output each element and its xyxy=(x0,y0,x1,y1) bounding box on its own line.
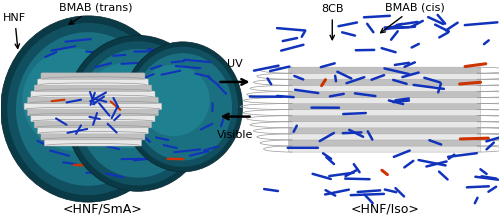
Text: Visible: Visible xyxy=(217,129,253,140)
Ellipse shape xyxy=(138,65,210,136)
Ellipse shape xyxy=(71,41,204,186)
Ellipse shape xyxy=(78,49,198,178)
FancyBboxPatch shape xyxy=(288,97,481,104)
FancyBboxPatch shape xyxy=(288,122,481,128)
Text: 8CB: 8CB xyxy=(321,4,344,40)
Ellipse shape xyxy=(84,63,170,148)
FancyBboxPatch shape xyxy=(34,85,152,92)
FancyBboxPatch shape xyxy=(41,73,145,79)
Ellipse shape xyxy=(36,87,150,89)
Ellipse shape xyxy=(123,42,242,172)
FancyBboxPatch shape xyxy=(34,121,152,128)
Ellipse shape xyxy=(134,53,232,160)
FancyBboxPatch shape xyxy=(38,128,148,134)
FancyBboxPatch shape xyxy=(288,67,481,73)
Ellipse shape xyxy=(32,117,154,119)
FancyBboxPatch shape xyxy=(28,97,158,104)
FancyBboxPatch shape xyxy=(44,140,142,146)
Ellipse shape xyxy=(16,32,160,186)
FancyBboxPatch shape xyxy=(288,146,481,152)
Text: BMAB (trans): BMAB (trans) xyxy=(58,2,132,24)
FancyBboxPatch shape xyxy=(24,103,162,110)
Ellipse shape xyxy=(42,135,143,138)
Text: BMAB (cis): BMAB (cis) xyxy=(380,2,444,33)
Ellipse shape xyxy=(0,16,175,202)
FancyBboxPatch shape xyxy=(288,79,481,85)
FancyBboxPatch shape xyxy=(288,134,481,140)
FancyBboxPatch shape xyxy=(288,140,481,146)
Text: <HNF/Iso>: <HNF/Iso> xyxy=(350,202,419,215)
Ellipse shape xyxy=(66,35,210,191)
Ellipse shape xyxy=(32,93,154,95)
FancyBboxPatch shape xyxy=(41,133,145,140)
FancyBboxPatch shape xyxy=(288,128,481,134)
Ellipse shape xyxy=(46,141,140,144)
FancyBboxPatch shape xyxy=(288,116,481,122)
FancyBboxPatch shape xyxy=(288,110,481,116)
Ellipse shape xyxy=(39,80,147,83)
FancyBboxPatch shape xyxy=(38,79,148,85)
Ellipse shape xyxy=(128,47,238,167)
Ellipse shape xyxy=(29,99,157,101)
Ellipse shape xyxy=(36,123,150,125)
Text: HNF: HNF xyxy=(3,13,26,48)
Text: <HNF/SmA>: <HNF/SmA> xyxy=(63,202,143,215)
Ellipse shape xyxy=(42,74,143,77)
FancyBboxPatch shape xyxy=(288,85,481,92)
FancyBboxPatch shape xyxy=(28,109,158,116)
FancyBboxPatch shape xyxy=(288,73,481,79)
Ellipse shape xyxy=(22,48,127,151)
Ellipse shape xyxy=(26,105,160,107)
Ellipse shape xyxy=(7,23,168,195)
FancyBboxPatch shape xyxy=(288,104,481,110)
Ellipse shape xyxy=(29,111,157,113)
FancyBboxPatch shape xyxy=(288,91,481,97)
FancyBboxPatch shape xyxy=(31,91,155,97)
Ellipse shape xyxy=(39,129,147,131)
Text: UV: UV xyxy=(227,59,243,69)
FancyBboxPatch shape xyxy=(31,115,155,122)
